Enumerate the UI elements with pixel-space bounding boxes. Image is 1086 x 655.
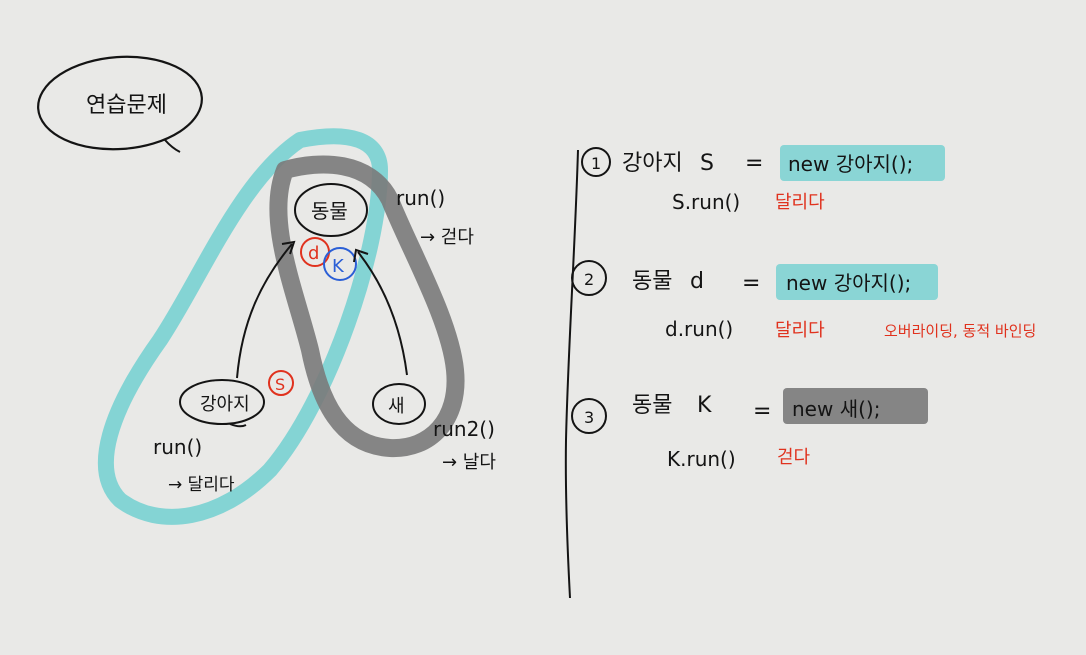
item-3-expr-highlight [783,388,928,424]
item-1-expr-highlight [780,145,945,181]
item-2-expr-highlight [776,264,938,300]
item-1-result: 달리다 [775,192,825,213]
item-2-number: 2 [584,270,594,289]
arrowhead-dog [281,240,296,255]
ref-s-marker: S [268,370,294,396]
dog-method: run() [153,435,202,459]
item-1-call: S.run() [672,190,740,214]
arrow-bird-to-animal [357,251,408,376]
node-bird-label: 새 [388,396,405,417]
item-3-number: 3 [584,408,594,427]
ref-d-label: d [308,243,319,264]
dog-method-result: → 달리다 [168,475,235,495]
item-3: 3 동물 K = new 새(); K.run() 걷다 [571,388,928,471]
item-2: 2 동물 d = new 강아지(); d.run() 달리다 오버라이딩, 동… [571,260,1036,341]
arrow-dog-to-animal [236,243,293,379]
item-2-equals: = [742,271,760,296]
item-2-note: 오버라이딩, 동적 바인딩 [884,322,1036,340]
node-dog: 강아지 [179,379,265,428]
item-2-result: 달리다 [775,320,825,341]
item-1-decl-type: 강아지 [622,151,683,176]
item-2-decl-type: 동물 [632,269,672,294]
item-3-call: K.run() [667,447,736,471]
item-3-number-circle [571,398,607,434]
item-3-equals: = [753,399,771,424]
item-1-number: 1 [591,154,601,173]
node-bird: 새 [372,383,426,425]
item-1-decl-var: S [700,151,714,176]
item-3-decl-var: K [697,393,712,418]
bird-method: run2() [433,417,495,441]
ref-k-marker: K [323,247,357,281]
node-animal: 동물 [294,183,368,237]
item-3-decl-type: 동물 [632,393,672,418]
ref-k-label: K [332,256,345,277]
arrowhead-bird [353,248,369,263]
item-1-number-circle [581,147,611,177]
item-3-result: 걷다 [777,447,811,468]
cyan-highlight-loop [98,128,388,525]
title-bubble: 연습문제 [37,55,203,153]
item-1-expr: new 강아지(); [788,152,913,176]
divider-line [564,149,579,599]
parent-method: run() [396,186,445,210]
item-3-expr: new 새(); [792,397,880,421]
bird-method-result: → 날다 [442,452,496,473]
item-1: 1 강아지 S = new 강아지(); S.run() 달리다 [581,145,945,214]
node-animal-label: 동물 [311,199,348,223]
node-dog-label: 강아지 [200,394,250,415]
title-text: 연습문제 [86,93,167,118]
item-1-equals: = [745,151,763,176]
item-2-call: d.run() [665,317,733,341]
gray-highlight-loop [269,155,465,458]
parent-method-result: → 걷다 [420,227,474,248]
item-2-decl-var: d [690,269,704,294]
item-2-expr: new 강아지(); [786,271,911,295]
ref-s-label: S [275,375,285,394]
item-2-number-circle [571,260,607,296]
